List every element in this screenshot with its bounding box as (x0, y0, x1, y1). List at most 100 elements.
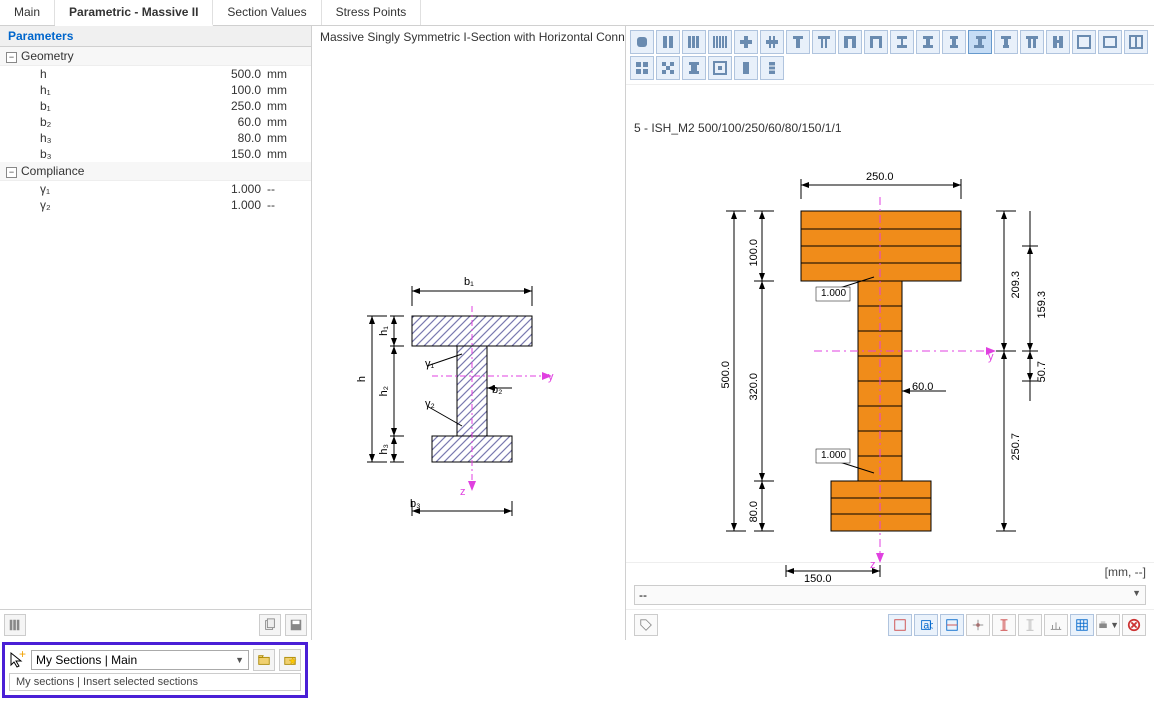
param-name: h₃ (40, 131, 201, 145)
view-5-icon[interactable] (992, 614, 1016, 636)
rdim-h: 500.0 (720, 361, 732, 389)
param-row[interactable]: b₁250.0mm (0, 98, 311, 114)
axis-y: y (548, 371, 554, 383)
shape-btn-4[interactable] (734, 30, 758, 54)
param-unit: -- (261, 198, 311, 212)
tooltip: My sections | Insert selected sections (9, 673, 301, 691)
shape-btn-22[interactable] (682, 56, 706, 80)
shape-btn-8[interactable] (838, 30, 862, 54)
right-toolbar: ab ▼ (626, 609, 1154, 640)
param-row[interactable]: b₂60.0mm (0, 114, 311, 130)
param-row[interactable]: γ₁1.000-- (0, 181, 311, 197)
shape-btn-1[interactable] (656, 30, 680, 54)
tab-bar: Main Parametric - Massive II Section Val… (0, 0, 1154, 26)
shape-btn-7[interactable] (812, 30, 836, 54)
param-value: 100.0 (201, 83, 261, 97)
grid-icon[interactable] (1070, 614, 1094, 636)
param-unit: -- (261, 182, 311, 196)
param-unit: mm (261, 147, 311, 161)
tab-main[interactable]: Main (0, 0, 55, 25)
view-2-icon[interactable]: ab (914, 614, 938, 636)
group-label: Geometry (21, 49, 74, 63)
copy-icon[interactable] (259, 614, 281, 636)
print-icon[interactable]: ▼ (1096, 614, 1120, 636)
param-name: b₁ (40, 99, 201, 113)
dim-b3: b₃ (410, 498, 421, 510)
param-row[interactable]: h500.0mm (0, 66, 311, 82)
shape-btn-2[interactable] (682, 30, 706, 54)
library-icon[interactable] (4, 614, 26, 636)
shape-btn-13[interactable] (968, 30, 992, 54)
save-icon[interactable] (285, 614, 307, 636)
combo-label: My Sections | Main (36, 653, 137, 667)
view-7-icon[interactable] (1044, 614, 1068, 636)
raxis-z: z (870, 559, 876, 571)
dim-g2: γ₂ (425, 398, 435, 410)
shape-btn-6[interactable] (786, 30, 810, 54)
collapse-icon[interactable]: − (6, 167, 17, 178)
left-bottom-toolbar (0, 609, 311, 640)
svg-text:+: + (19, 651, 26, 661)
param-value: 60.0 (201, 115, 261, 129)
chevron-down-icon: ▼ (235, 655, 244, 665)
rdim-b3: 150.0 (804, 573, 832, 585)
my-sections-box: + My Sections | Main ▼ My sections | Ins… (2, 642, 308, 698)
shape-btn-24[interactable] (734, 56, 758, 80)
shape-btn-19[interactable] (1124, 30, 1148, 54)
tab-stress-points[interactable]: Stress Points (322, 0, 422, 25)
param-row[interactable]: h₁100.0mm (0, 82, 311, 98)
shape-btn-0[interactable] (630, 30, 654, 54)
shape-btn-10[interactable] (890, 30, 914, 54)
view-6-icon[interactable] (1018, 614, 1042, 636)
schematic-panel: Massive Singly Symmetric I-Section with … (312, 26, 626, 640)
param-value: 80.0 (201, 131, 261, 145)
rendered-panel: 5 - ISH_M2 500/100/250/60/80/150/1/1 (626, 26, 1154, 640)
param-name: γ₂ (40, 198, 201, 212)
raxis-y: y (988, 351, 994, 363)
param-row[interactable]: γ₂1.000-- (0, 197, 311, 213)
close-icon[interactable] (1122, 614, 1146, 636)
rdim-rmiddn: 50.7 (1036, 361, 1048, 382)
shape-btn-15[interactable] (1020, 30, 1044, 54)
shape-btn-12[interactable] (942, 30, 966, 54)
shape-btn-9[interactable] (864, 30, 888, 54)
param-value: 1.000 (201, 182, 261, 196)
parameters-header: Parameters (0, 26, 311, 47)
parameters-panel: Parameters −Geometry h500.0mmh₁100.0mmb₁… (0, 26, 312, 640)
favorite-folder-icon[interactable] (279, 649, 301, 671)
tag-icon[interactable] (634, 614, 658, 636)
tab-parametric[interactable]: Parametric - Massive II (55, 0, 213, 26)
shape-btn-5[interactable] (760, 30, 784, 54)
shape-btn-25[interactable] (760, 56, 784, 80)
dim-g1: γ₁ (425, 358, 434, 370)
rdim-rbot: 250.7 (1010, 433, 1022, 461)
collapse-icon[interactable]: − (6, 52, 17, 63)
shape-btn-14[interactable] (994, 30, 1018, 54)
param-row[interactable]: b₃150.0mm (0, 146, 311, 162)
shape-btn-20[interactable] (630, 56, 654, 80)
shape-btn-11[interactable] (916, 30, 940, 54)
param-unit: mm (261, 67, 311, 81)
param-unit: mm (261, 99, 311, 113)
shape-btn-16[interactable] (1046, 30, 1070, 54)
new-folder-icon[interactable] (253, 649, 275, 671)
insert-sections-button[interactable]: + (9, 651, 27, 669)
view-3-icon[interactable] (940, 614, 964, 636)
param-value: 150.0 (201, 147, 261, 161)
shape-btn-18[interactable] (1098, 30, 1122, 54)
shape-btn-17[interactable] (1072, 30, 1096, 54)
view-4-icon[interactable] (966, 614, 990, 636)
tab-section-values[interactable]: Section Values (213, 0, 321, 25)
shape-btn-23[interactable] (708, 56, 732, 80)
shape-btn-21[interactable] (656, 56, 680, 80)
view-1-icon[interactable] (888, 614, 912, 636)
shape-btn-3[interactable] (708, 30, 732, 54)
group-compliance[interactable]: −Compliance (0, 162, 311, 181)
param-unit: mm (261, 83, 311, 97)
dim-b1: b₁ (464, 276, 474, 288)
param-row[interactable]: h₃80.0mm (0, 130, 311, 146)
group-geometry[interactable]: −Geometry (0, 47, 311, 66)
my-sections-combo[interactable]: My Sections | Main ▼ (31, 650, 249, 670)
right-combo[interactable]: --▼ (634, 585, 1146, 605)
dim-h1: h₁ (378, 326, 390, 336)
